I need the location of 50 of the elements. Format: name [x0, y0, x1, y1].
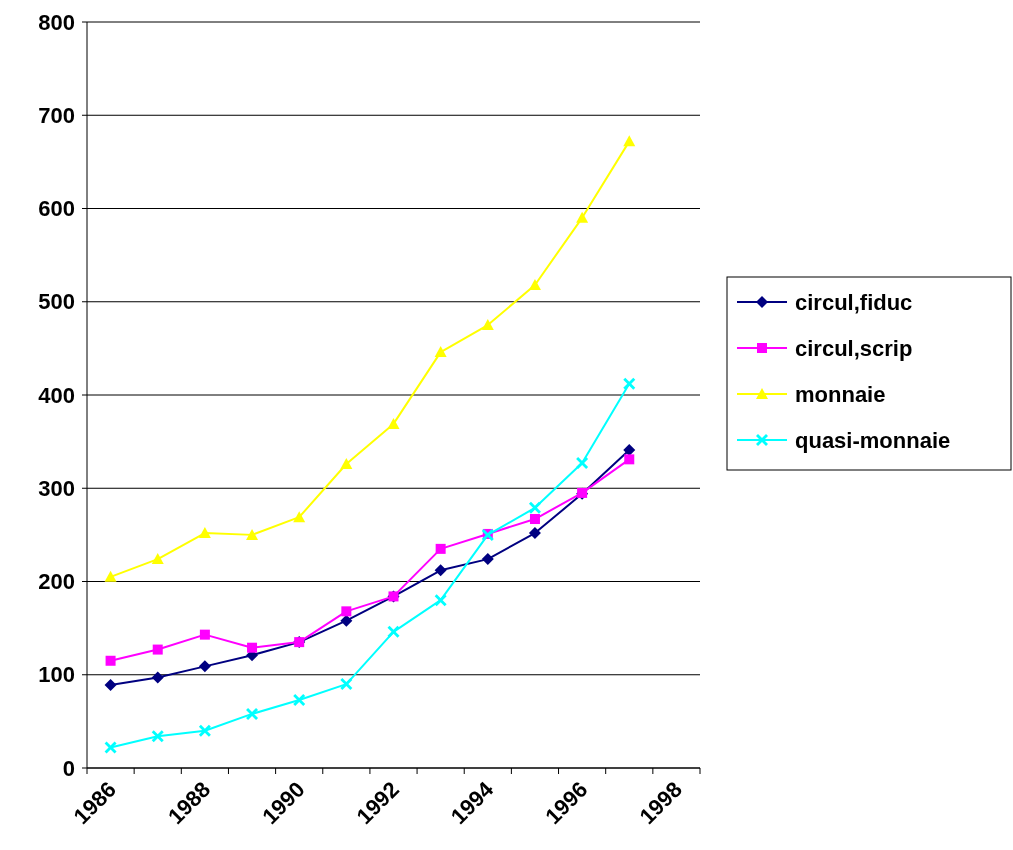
point [105, 655, 116, 666]
legend-label: circul,scrip [795, 335, 913, 361]
point [104, 741, 117, 754]
point [434, 594, 447, 607]
point [340, 458, 353, 470]
y-tick-label: 800 [38, 9, 75, 35]
point [434, 564, 447, 577]
point [623, 377, 636, 390]
point [528, 278, 541, 290]
point [198, 527, 211, 539]
point [481, 319, 494, 331]
y-tick-label: 200 [38, 569, 75, 595]
point [199, 629, 210, 640]
point [387, 625, 400, 638]
point [529, 514, 540, 525]
legend-label: circul,fiduc [795, 289, 913, 315]
point [576, 211, 589, 223]
point [152, 644, 163, 655]
point [246, 707, 259, 720]
y-tick-label: 400 [38, 382, 75, 408]
point [104, 570, 117, 582]
legend-label: monnaie [795, 381, 886, 407]
point [481, 553, 494, 566]
point [387, 417, 400, 429]
point [434, 346, 447, 358]
point [341, 606, 352, 617]
point [435, 543, 446, 554]
point [576, 457, 589, 470]
y-tick-label: 600 [38, 196, 75, 222]
point [623, 135, 636, 147]
point [104, 679, 117, 692]
point [293, 511, 306, 523]
point [528, 501, 541, 514]
point [151, 671, 164, 684]
y-tick-label: 100 [38, 662, 75, 688]
y-tick-label: 700 [38, 102, 75, 128]
point [151, 730, 164, 743]
point [247, 642, 258, 653]
point [624, 454, 635, 465]
point [246, 528, 259, 540]
point [293, 693, 306, 706]
point [151, 553, 164, 565]
point [198, 724, 211, 737]
legend-label: quasi-monnaie [795, 427, 951, 453]
point [340, 678, 353, 691]
point [528, 527, 541, 540]
y-tick-label: 500 [38, 289, 75, 315]
y-tick-label: 300 [38, 475, 75, 501]
point [198, 660, 211, 673]
y-tick-label: 0 [62, 755, 75, 781]
